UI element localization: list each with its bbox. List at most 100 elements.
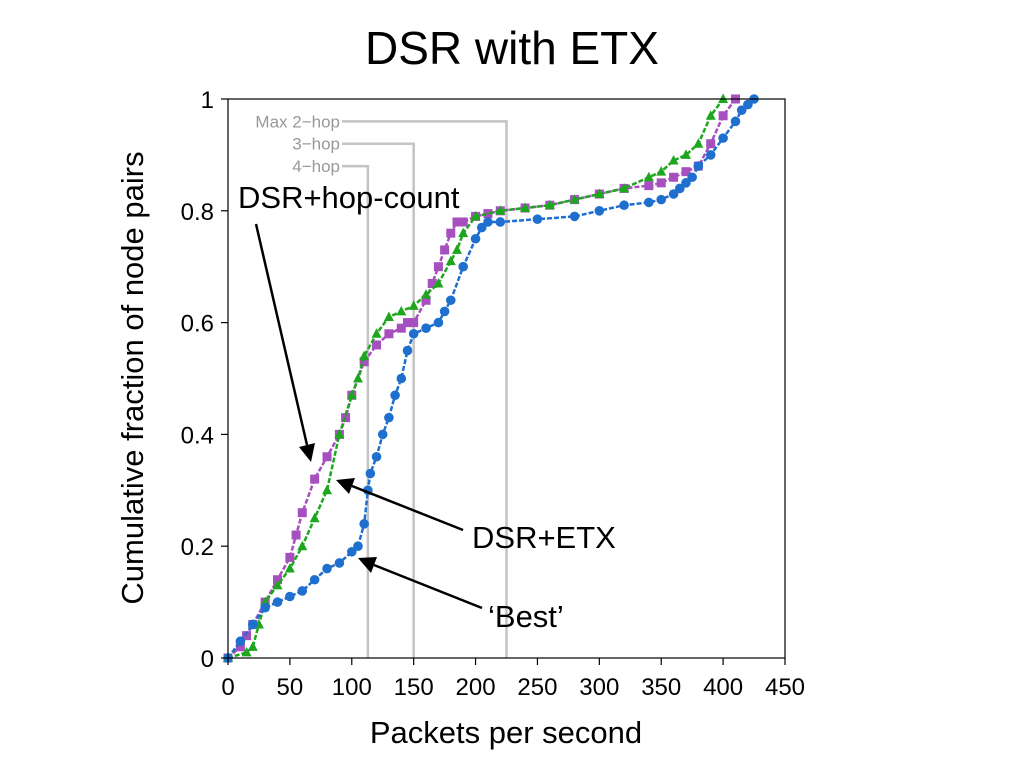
data-point-best [594, 206, 605, 216]
data-point-dsr-etx [718, 93, 729, 103]
data-point-best [470, 233, 481, 244]
data-point-best [396, 373, 407, 384]
data-point-dsr-etx [569, 194, 580, 204]
data-point-best [346, 546, 357, 557]
x-axis-ticks: 0 50 100 150 200 250 300 350 400 450 [221, 658, 805, 701]
data-point-best [408, 328, 419, 339]
data-point-dsr-etx [396, 305, 407, 316]
data-point-dsr-etx [352, 373, 363, 383]
data-point-dsr-hop-count [396, 323, 406, 333]
reference-label-4-hop: 4−hop [292, 157, 340, 176]
data-point-dsr-etx [495, 205, 506, 215]
data-point-best [483, 217, 493, 227]
data-point-dsr-hop-count [372, 340, 382, 350]
x-tick-label: 300 [579, 674, 619, 701]
y-axis-ticks: 0 0.2 0.4 0.6 0.8 1 [181, 87, 228, 673]
data-point-dsr-hop-count [359, 357, 369, 367]
data-point-dsr-hop-count [297, 508, 307, 518]
data-point-dsr-etx [705, 110, 716, 120]
data-point-dsr-hop-count [452, 217, 462, 227]
data-point-dsr-hop-count [242, 631, 252, 641]
data-point-dsr-hop-count [285, 552, 295, 562]
data-point-best [371, 451, 382, 462]
reference-label-3-hop: 3−hop [292, 135, 340, 154]
data-point-best [476, 222, 487, 233]
series-dsr-etx [223, 93, 729, 662]
x-tick-label: 50 [277, 674, 304, 701]
data-point-dsr-etx [334, 428, 345, 439]
data-point-dsr-hop-count [483, 209, 493, 219]
data-point-best [322, 563, 332, 574]
annotation-arrow-dsr-hop-count-line [254, 223, 309, 446]
data-point-best [260, 602, 270, 613]
x-tick-label: 400 [703, 674, 743, 701]
data-point-dsr-etx [458, 227, 469, 238]
x-tick-label: 350 [641, 674, 681, 701]
data-point-dsr-hop-count [718, 111, 728, 121]
y-axis-label: Cumulative fraction of node pairs [115, 151, 150, 604]
data-point-dsr-etx [668, 154, 679, 165]
annotation-dsr-hop-count: DSR+hop-count [238, 180, 460, 215]
plot-area-frame [227, 98, 786, 659]
data-point-best [446, 295, 456, 306]
annotation-dsr-etx: DSR+ETX [472, 520, 616, 555]
data-point-dsr-hop-count [235, 642, 245, 652]
data-point-dsr-etx [421, 289, 432, 299]
data-point-dsr-etx [247, 641, 258, 651]
x-tick-label: 150 [394, 674, 434, 701]
annotation-arrow-dsr-etx-head [336, 478, 355, 494]
series-best [223, 94, 759, 663]
data-point-dsr-hop-count [273, 575, 283, 585]
data-point-dsr-etx [693, 138, 704, 148]
data-point-dsr-etx [445, 255, 456, 266]
data-point-dsr-hop-count [322, 452, 332, 462]
data-point-best [433, 317, 444, 328]
data-point-best [532, 214, 543, 224]
data-point-dsr-etx [284, 563, 295, 573]
data-point-dsr-hop-count [458, 217, 468, 227]
annotation-best: ‘Best’ [488, 599, 564, 634]
data-point-best [247, 619, 258, 630]
reference-line-max-2-hop [342, 120, 508, 658]
data-point-best [693, 161, 704, 171]
data-point-dsr-etx [408, 300, 419, 310]
data-point-best [736, 105, 747, 115]
data-point-dsr-etx [371, 328, 382, 338]
x-tick-label: 450 [765, 674, 805, 701]
annotation-arrow-best-line [373, 563, 483, 610]
data-point-best [421, 323, 431, 333]
y-tick-label: 1 [201, 87, 214, 114]
data-point-best [705, 150, 716, 160]
data-point-dsr-hop-count [409, 318, 419, 328]
data-point-dsr-hop-count [446, 228, 456, 238]
data-point-best [668, 189, 679, 199]
data-point-dsr-etx [619, 182, 630, 193]
x-tick-label: 100 [332, 674, 372, 701]
data-point-best [365, 468, 376, 479]
data-point-best [495, 217, 506, 227]
data-point-dsr-etx [359, 350, 370, 361]
data-point-dsr-hop-count [706, 139, 716, 149]
data-point-dsr-etx [433, 277, 444, 288]
data-point-best [384, 412, 394, 423]
data-point-dsr-hop-count [402, 318, 412, 328]
data-point-best [681, 178, 691, 188]
data-point-dsr-hop-count [440, 245, 450, 255]
data-point-dsr-etx [451, 244, 462, 254]
data-point-dsr-hop-count [681, 167, 691, 177]
data-series [223, 93, 759, 663]
chart-title: DSR with ETX [365, 22, 659, 74]
data-point-dsr-etx [656, 166, 667, 176]
data-point-dsr-etx [470, 210, 481, 221]
data-point-dsr-etx [680, 149, 691, 159]
data-point-dsr-etx [594, 188, 605, 199]
data-point-best [718, 133, 728, 143]
data-point-best [402, 345, 413, 356]
data-point-best [309, 574, 320, 585]
data-point-best [656, 194, 667, 205]
data-point-best [285, 591, 295, 602]
data-point-dsr-hop-count [427, 278, 437, 288]
x-tick-label: 0 [221, 674, 234, 701]
data-point-dsr-hop-count [421, 295, 431, 305]
